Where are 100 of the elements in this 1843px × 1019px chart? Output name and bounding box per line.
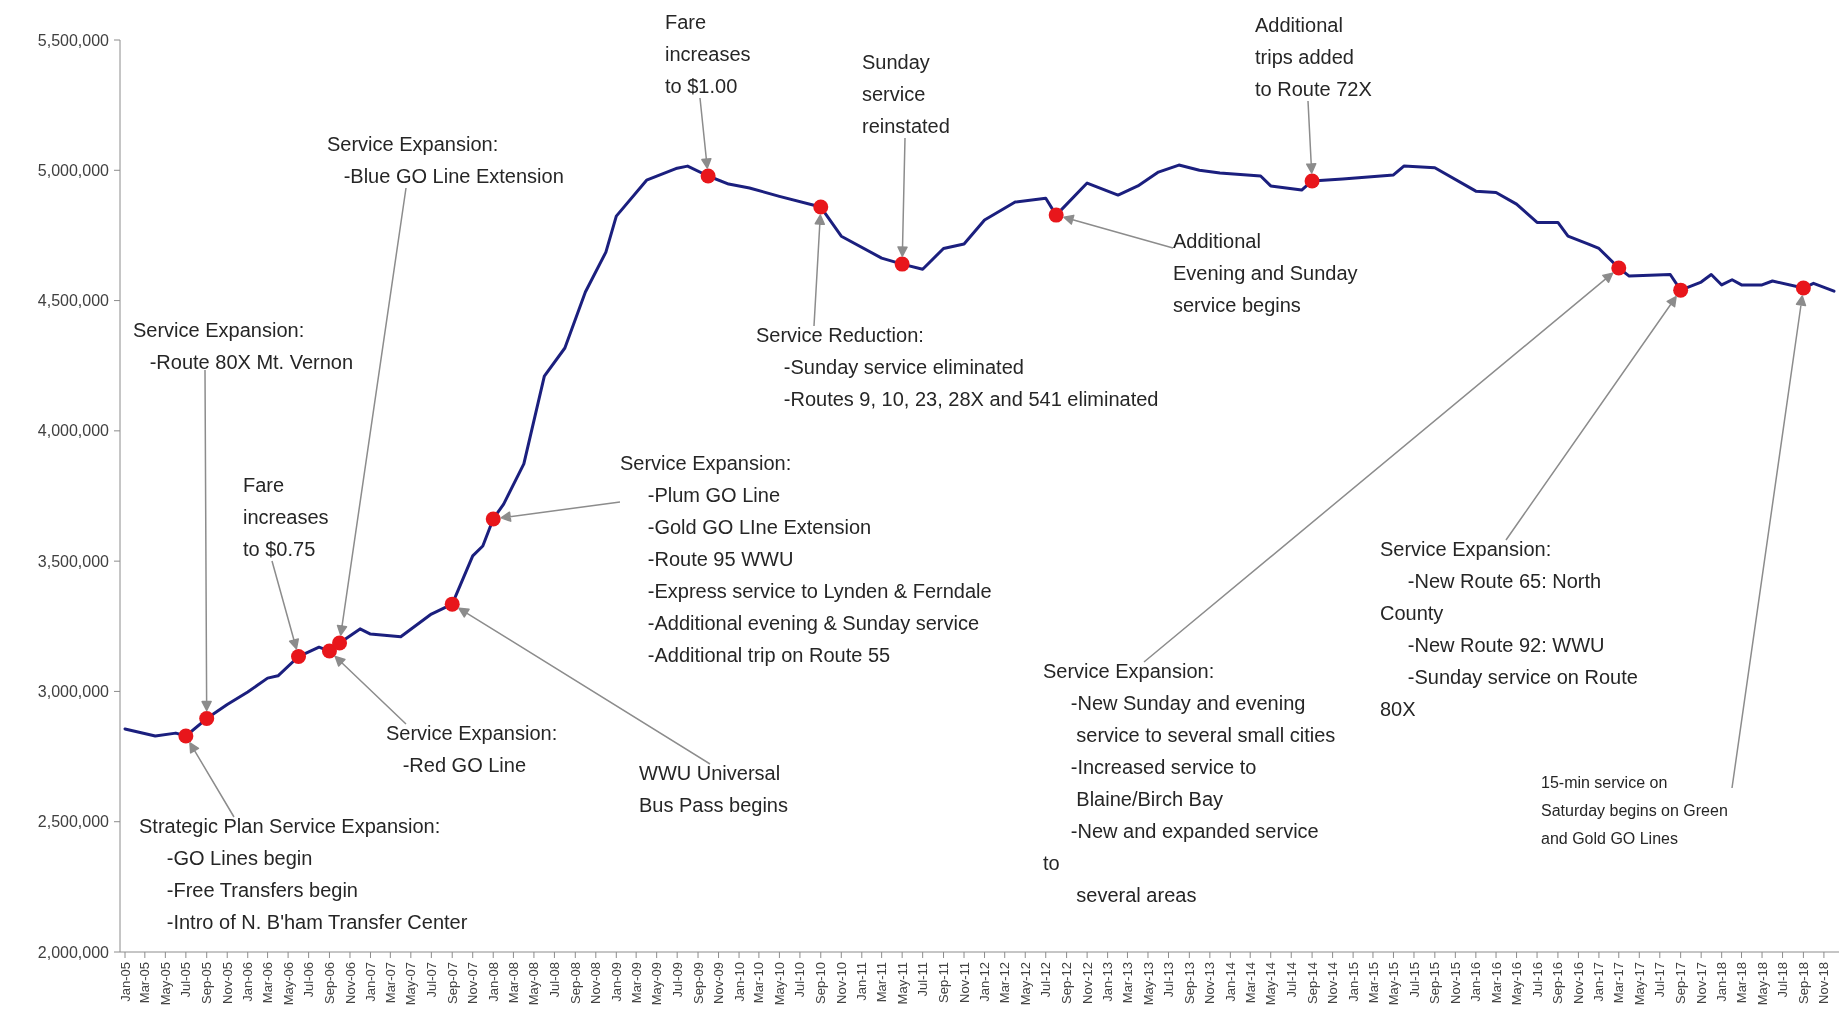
x-tick-label: Nov-13 — [1202, 962, 1218, 1004]
x-tick-label: Mar-11 — [874, 962, 890, 1003]
annotation: Service Expansion: -New Sunday and evening service to several small cities -Increased service to Blaine/Birch Bay -New and expanded service to several areas — [1043, 660, 1336, 906]
point — [321, 643, 337, 659]
x-tick-label: May-08 — [526, 962, 542, 1006]
point — [700, 168, 716, 184]
x-tick-label: Sep-09 — [690, 962, 706, 1004]
annotation: Service Expansion: -Red GO Line — [386, 722, 558, 776]
x-tick-label: Nov-06 — [342, 962, 358, 1004]
x-tick-label: Jul-15 — [1406, 962, 1422, 998]
x-tick-label: Nov-18 — [1816, 962, 1832, 1004]
point — [1673, 282, 1689, 298]
x-tick-label: Sep-17 — [1673, 962, 1689, 1004]
y-tick-label: 3,000,000 — [37, 683, 110, 701]
x-tick-label: Jul-12 — [1038, 962, 1054, 998]
point — [1795, 280, 1811, 296]
x-tick-label: Sep-08 — [567, 962, 583, 1004]
x-tick-label: Jan-06 — [240, 962, 256, 1002]
y-tick-label: 3,500,000 — [37, 552, 110, 570]
x-tick-label: May-18 — [1754, 962, 1770, 1006]
x-tick-label: Nov-14 — [1325, 962, 1341, 1004]
annotation: Strategic Plan Service Expansion: -GO Lines begin -Free Transfers begin -Intro of N. B'ham Transfer Center — [139, 815, 468, 933]
annotation: Service Reduction: -Sunday service eliminated -Routes 9, 10, 23, 28X and 541 eliminated — [756, 324, 1159, 410]
y-tick-label: 4,500,000 — [37, 292, 110, 310]
x-tick-label: Mar-05 — [137, 962, 153, 1004]
x-tick-label: Jan-12 — [977, 962, 993, 1002]
point — [291, 649, 307, 665]
x-tick-label: Jan-15 — [1345, 962, 1361, 1002]
x-tick-label: May-09 — [649, 962, 665, 1006]
x-tick-label: Jan-17 — [1591, 962, 1607, 1002]
x-tick-label: May-13 — [1140, 962, 1156, 1006]
x-tick-label: Jan-05 — [117, 962, 133, 1002]
point — [199, 711, 215, 727]
annotation: Service Expansion: -New Route 65: North County -New Route 92: WWU -Sunday service on Route 80X — [1380, 538, 1638, 720]
x-tick-label: Nov-12 — [1079, 962, 1095, 1004]
x-tick-label: Nov-10 — [833, 962, 849, 1004]
x-tick-label: Jul-13 — [1161, 962, 1177, 998]
x-tick-label: Mar-07 — [382, 962, 398, 1004]
x-tick-label: Sep-14 — [1304, 962, 1320, 1004]
x-tick-label: May-16 — [1509, 962, 1525, 1006]
point — [894, 256, 910, 272]
x-tick-label: May-12 — [1017, 962, 1033, 1006]
annotation: Fare increases to $1.00 — [665, 11, 751, 97]
x-tick-label: Jul-07 — [423, 962, 439, 998]
x-tick-label: Sep-13 — [1181, 962, 1197, 1004]
annotation: WWU Universal Bus Pass begins — [639, 762, 788, 816]
y-tick-label: 2,000,000 — [37, 943, 110, 961]
x-tick-label: Jan-18 — [1714, 962, 1730, 1002]
annotation: Service Expansion: -Route 80X Mt. Vernon — [133, 319, 354, 373]
y-tick-label: 2,500,000 — [37, 813, 110, 831]
x-tick-label: Jul-14 — [1283, 962, 1299, 998]
annotation: Additional trips added to Route 72X — [1255, 14, 1372, 100]
x-tick-label: Jul-08 — [546, 962, 562, 998]
point — [332, 635, 348, 651]
x-tick-label: Jul-11 — [915, 962, 931, 997]
x-tick-label: May-14 — [1263, 962, 1279, 1006]
x-tick-label: Mar-10 — [751, 962, 767, 1004]
x-tick-label: Mar-15 — [1365, 962, 1381, 1004]
annotation: Service Expansion: -Plum GO Line -Gold GO LIne Extension -Route 95 WWU -Express service to Lynden & Ferndale -Additional evening & Sunday service -Additional trip on Route 55 — [620, 452, 992, 666]
x-tick-label: Jan-14 — [1222, 962, 1238, 1002]
x-tick-label: Mar-16 — [1488, 962, 1504, 1004]
x-tick-label: Jan-07 — [363, 962, 379, 1002]
x-tick-label: Sep-15 — [1427, 962, 1443, 1004]
x-tick-label: Mar-12 — [997, 962, 1013, 1004]
point — [485, 511, 501, 527]
x-tick-label: May-11 — [894, 962, 910, 1005]
x-tick-label: May-07 — [403, 962, 419, 1006]
x-tick-label: Jan-08 — [485, 962, 501, 1002]
x-tick-label: Nov-11 — [956, 962, 972, 1003]
x-tick-label: Nov-17 — [1693, 962, 1709, 1004]
x-tick-label: Jan-16 — [1468, 962, 1484, 1002]
x-tick-label: May-05 — [157, 962, 173, 1006]
x-tick-label: Jan-10 — [731, 962, 747, 1002]
x-tick-label: May-10 — [771, 962, 787, 1006]
annotation: Fare increases to $0.75 — [243, 474, 329, 560]
x-tick-label: Jan-13 — [1100, 962, 1116, 1002]
annotation: Sunday service reinstated — [862, 51, 950, 137]
point — [1611, 260, 1627, 276]
y-tick-label: 5,500,000 — [37, 31, 110, 49]
x-tick-label: Jul-05 — [178, 962, 194, 998]
point — [178, 728, 194, 744]
point — [1048, 207, 1064, 223]
x-tick-label: Jul-10 — [792, 962, 808, 998]
x-tick-label: Sep-06 — [322, 962, 338, 1004]
x-tick-label: Mar-06 — [260, 962, 276, 1004]
x-tick-label: Sep-18 — [1795, 962, 1811, 1004]
annotation: Additional Evening and Sunday service begins — [1173, 230, 1358, 316]
x-tick-label: Jul-06 — [301, 962, 317, 998]
x-tick-label: Mar-09 — [628, 962, 644, 1004]
x-tick-label: May-06 — [280, 962, 296, 1006]
point — [813, 199, 829, 215]
x-tick-label: Nov-05 — [219, 962, 235, 1004]
x-tick-label: Jan-09 — [608, 962, 624, 1002]
x-tick-label: Jul-09 — [669, 962, 685, 998]
x-tick-label: Mar-13 — [1120, 962, 1136, 1004]
y-tick-label: 5,000,000 — [37, 161, 110, 179]
x-tick-label: Mar-18 — [1734, 962, 1750, 1004]
x-tick-label: Nov-08 — [588, 962, 604, 1004]
x-tick-label: Jul-18 — [1775, 962, 1791, 998]
x-tick-label: Mar-17 — [1611, 962, 1627, 1004]
